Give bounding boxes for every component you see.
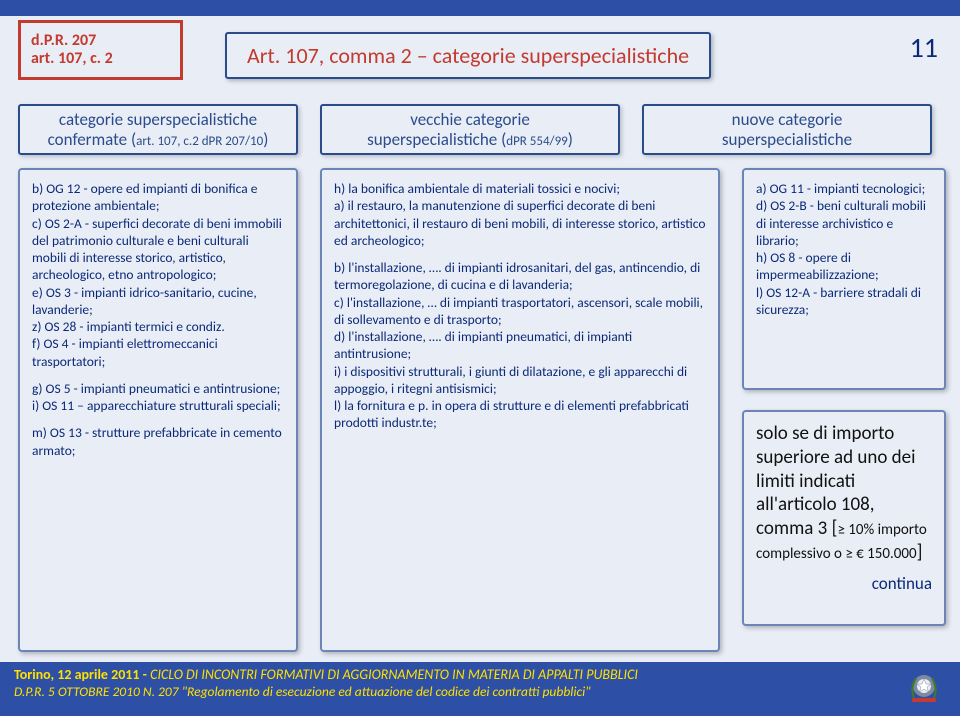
footer: Torino, 12 aprile 2011 - CICLO DI INCONT… (0, 662, 960, 716)
italy-emblem-icon (902, 666, 946, 710)
subheader-old: vecchie categorie superspecialistiche (d… (320, 104, 620, 155)
col1-p1: b) OG 12 - opere ed impianti di bonifica… (32, 180, 284, 370)
ref-line-2: art. 107, c. 2 (31, 50, 170, 68)
ref-line-1: d.P.R. 207 (31, 32, 170, 50)
subheader-row: categorie superspecialistiche confermate… (0, 104, 960, 164)
title-chip: Art. 107, comma 2 – categorie superspeci… (225, 32, 711, 79)
column-new-bottom: solo se di importo superiore ad uno dei … (742, 410, 946, 626)
footer-line-2: D.P.R. 5 OTTOBRE 2010 N. 207 "Regolament… (14, 683, 946, 700)
page-number: 11 (910, 30, 938, 65)
column-old: h) la bonifica ambientale di materiali t… (320, 168, 720, 652)
column-confirmed: b) OG 12 - opere ed impianti di bonifica… (18, 168, 298, 652)
col3-bottom-text: solo se di importo superiore ad uno dei … (756, 422, 932, 565)
column-new-top: a) OG 11 - impianti tecnologici;d) OS 2-… (742, 168, 946, 390)
continua-label: continua (756, 573, 932, 594)
header-row: d.P.R. 207 art. 107, c. 2 Art. 107, comm… (0, 20, 960, 92)
col1-p2: g) OS 5 - impianti pneumatici e antintru… (32, 380, 284, 415)
subheader-new: nuove categorie superspecialistiche (642, 104, 932, 155)
reference-chip: d.P.R. 207 art. 107, c. 2 (18, 20, 183, 80)
slide-title: Art. 107, comma 2 – categorie superspeci… (247, 42, 689, 69)
footer-line-1: Torino, 12 aprile 2011 - CICLO DI INCONT… (14, 666, 946, 683)
subheader-confirmed: categorie superspecialistiche confermate… (18, 104, 298, 155)
col3-top-text: a) OG 11 - impianti tecnologici;d) OS 2-… (756, 180, 932, 318)
body-row: b) OG 12 - opere ed impianti di bonifica… (0, 168, 960, 660)
slide: d.P.R. 207 art. 107, c. 2 Art. 107, comm… (0, 0, 960, 716)
col2-p1: h) la bonifica ambientale di materiali t… (334, 180, 706, 249)
col1-p3: m) OS 13 - strutture prefabbricate in ce… (32, 424, 284, 459)
col2-p2: b) l'installazione, …. di impianti idros… (334, 259, 706, 432)
